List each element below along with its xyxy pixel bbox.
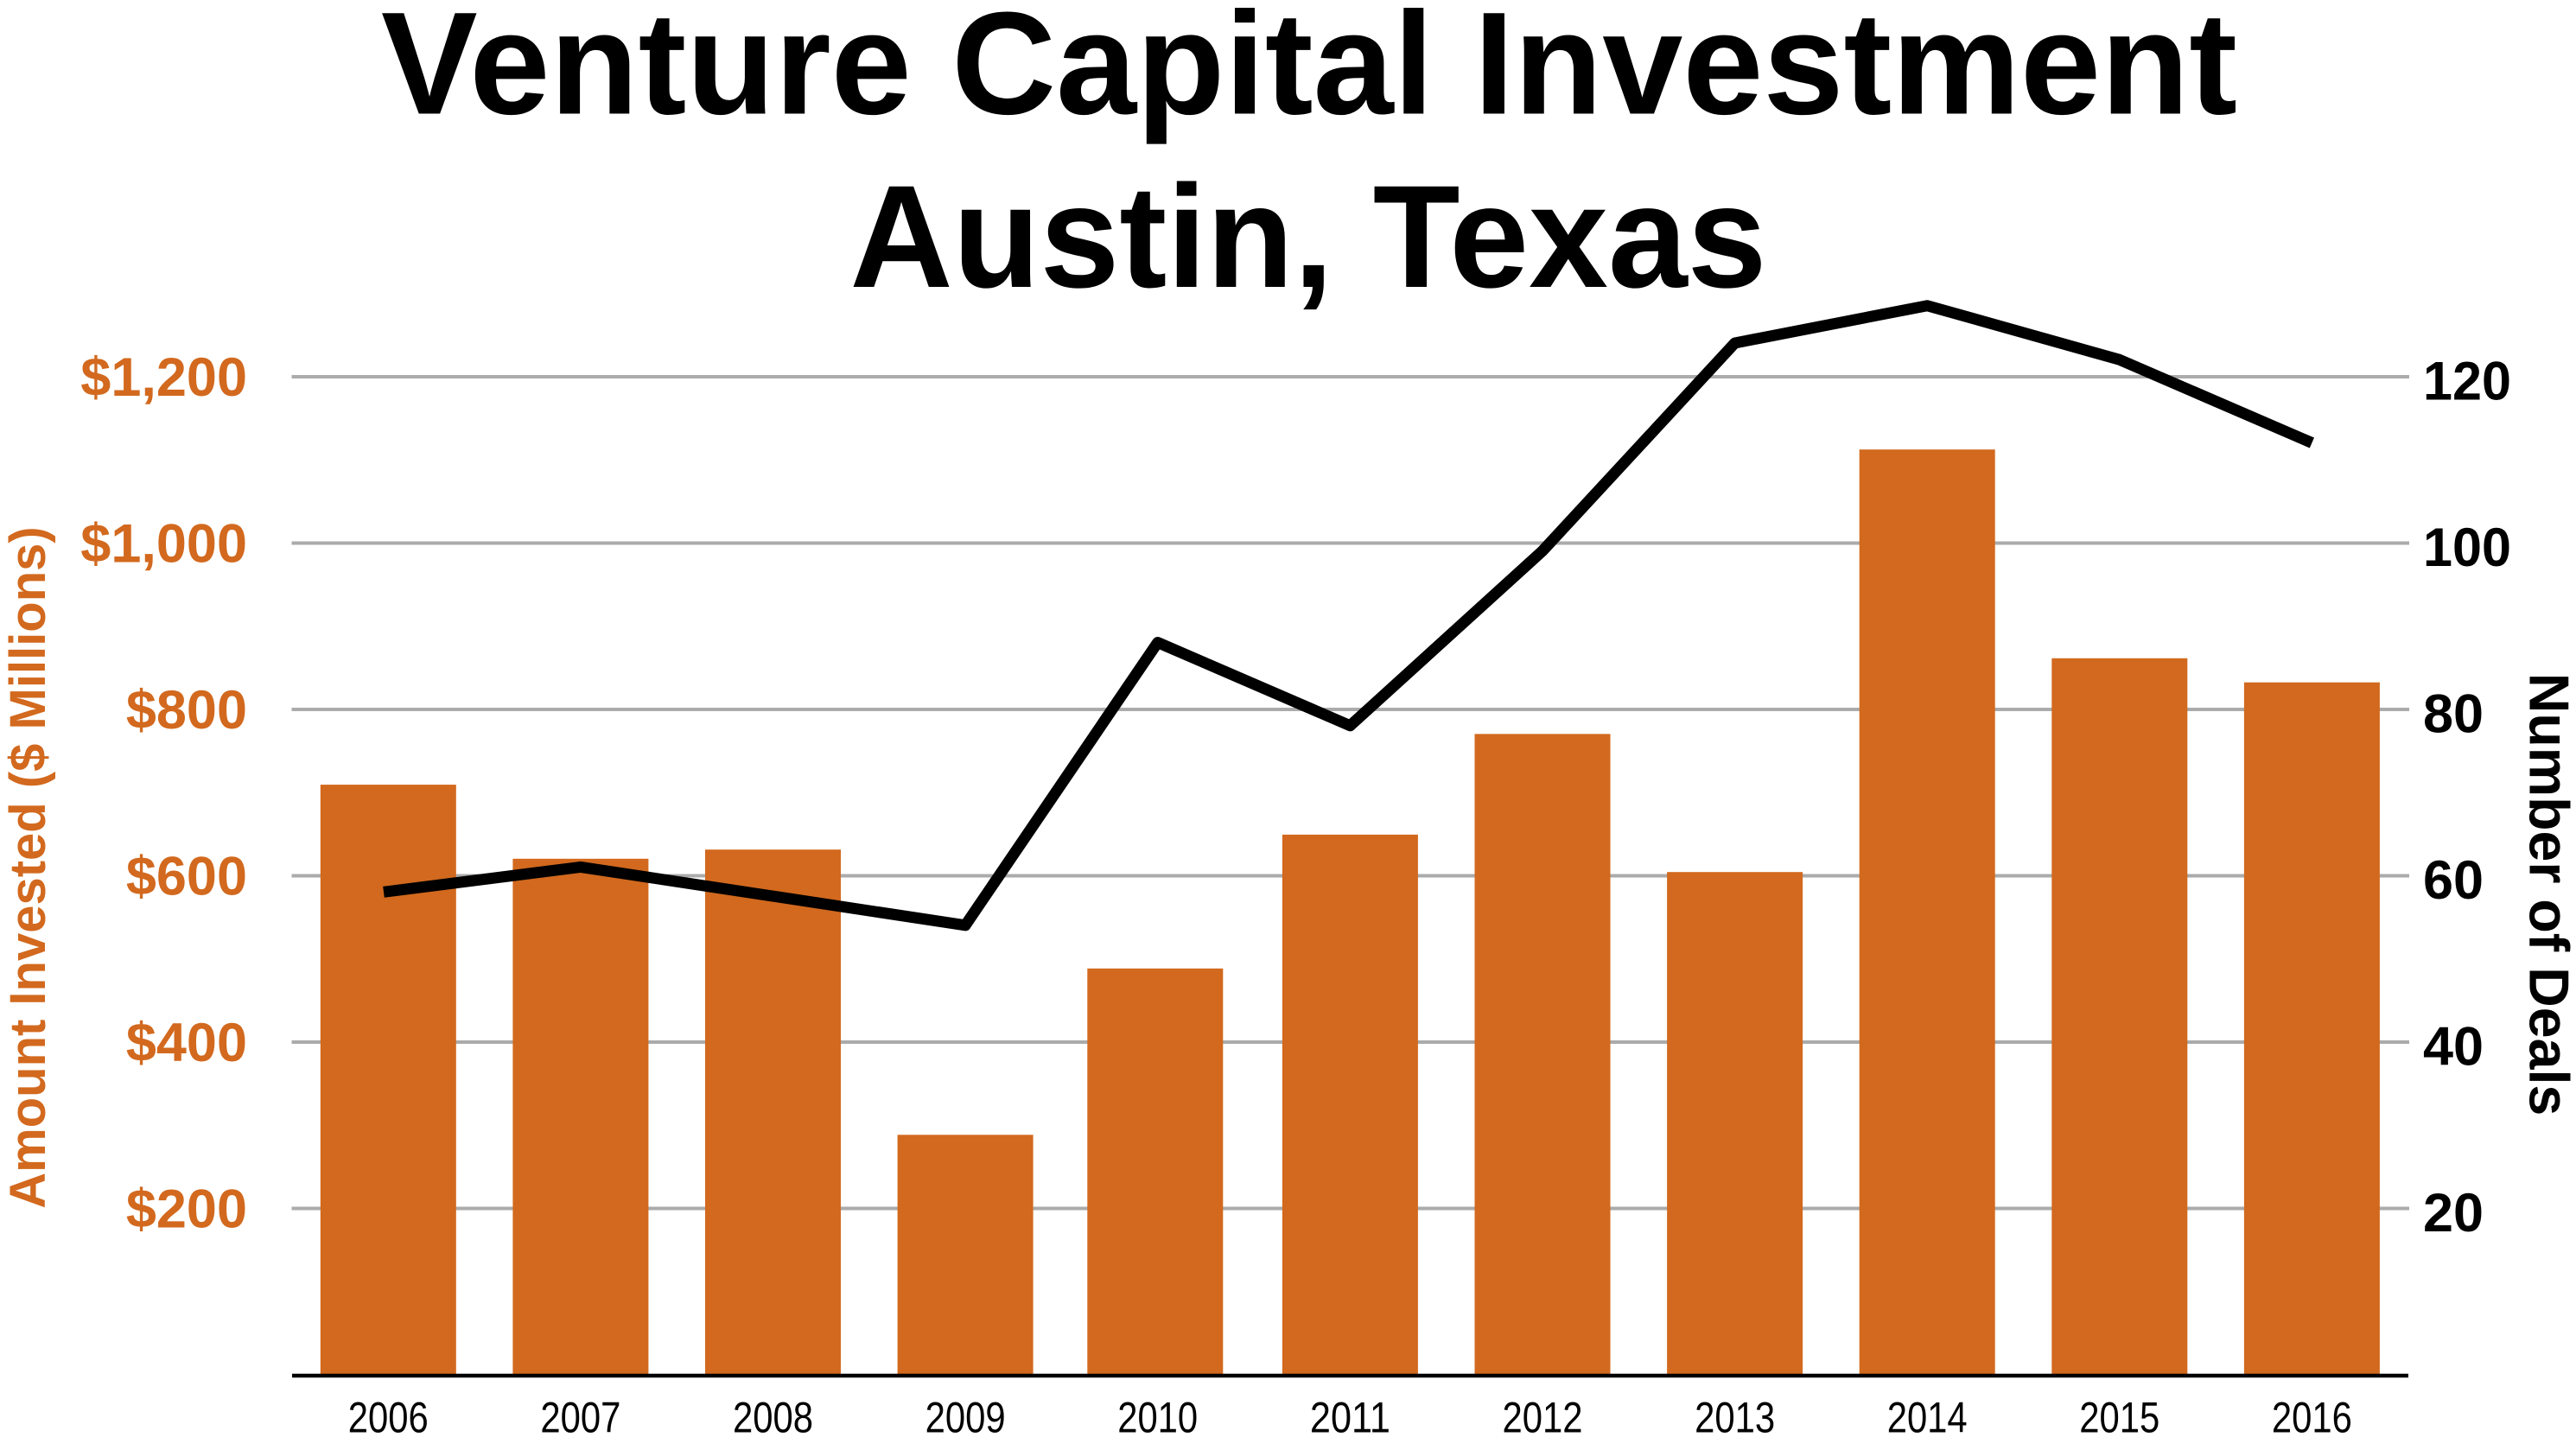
svg-text:2012: 2012	[1503, 1392, 1583, 1437]
svg-text:2008: 2008	[733, 1392, 813, 1437]
svg-text:2007: 2007	[540, 1392, 620, 1437]
svg-text:$800: $800	[126, 680, 247, 741]
svg-text:40: 40	[2423, 1017, 2484, 1078]
svg-text:Venture Capital Investment: Venture Capital Investment	[381, 0, 2237, 145]
svg-text:$1,000: $1,000	[80, 514, 247, 575]
svg-text:2011: 2011	[1310, 1392, 1390, 1437]
svg-text:20: 20	[2423, 1183, 2484, 1243]
svg-text:Number of Deals: Number of Deals	[2518, 673, 2576, 1116]
svg-text:100: 100	[2423, 518, 2511, 578]
svg-text:2013: 2013	[1695, 1392, 1775, 1437]
svg-text:$200: $200	[126, 1179, 247, 1240]
svg-text:2009: 2009	[925, 1392, 1006, 1437]
svg-text:$400: $400	[126, 1013, 247, 1073]
svg-text:$1,200: $1,200	[80, 347, 247, 408]
svg-text:Austin, Texas: Austin, Texas	[850, 155, 1767, 318]
svg-text:2014: 2014	[1887, 1392, 1968, 1437]
svg-text:120: 120	[2423, 352, 2511, 412]
svg-text:$600: $600	[126, 847, 247, 907]
svg-text:2016: 2016	[2272, 1392, 2352, 1437]
svg-text:2006: 2006	[348, 1392, 429, 1437]
svg-text:2015: 2015	[2079, 1392, 2159, 1437]
svg-text:2010: 2010	[1117, 1392, 1198, 1437]
svg-text:60: 60	[2423, 850, 2484, 911]
svg-text:Amount Invested ($ Millions): Amount Invested ($ Millions)	[0, 526, 56, 1209]
svg-text:80: 80	[2423, 684, 2484, 745]
